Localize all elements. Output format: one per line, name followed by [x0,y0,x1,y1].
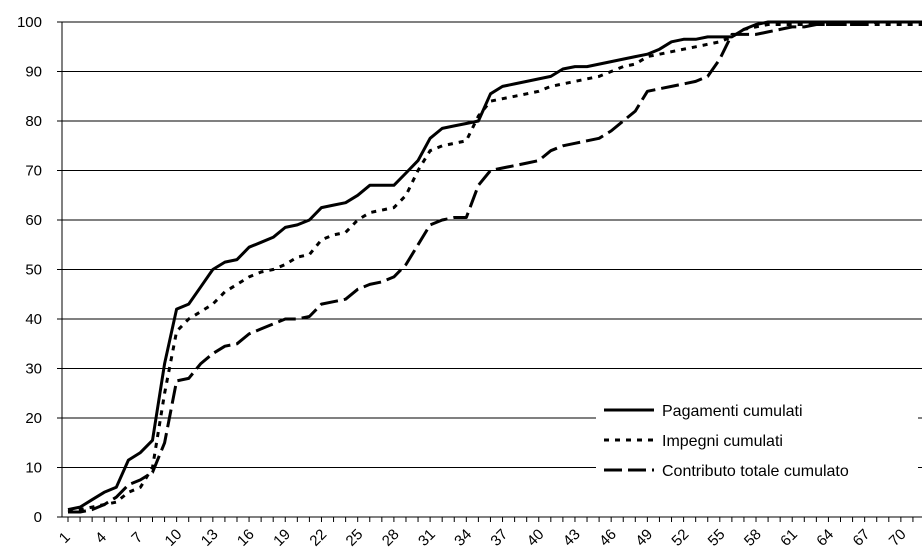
legend-box [596,397,918,490]
series-lines [67,20,922,514]
y-tick-label: 50 [25,262,42,279]
x-tick-label: 40 [524,526,548,550]
x-tick-label: 70 [886,526,910,550]
x-tick-label: 25 [343,526,367,550]
x-tick-label: 34 [451,526,475,550]
legend-label: Impegni cumulati [662,433,783,450]
series-line-3 [68,20,922,514]
x-tick-label: 22 [306,526,330,550]
x-tick-label: 7 [128,529,146,547]
x-tick-labels: 1 4 7 10 13 16 19 22 25 28 31 34 37 40 43 46 49 52 55 58 61 6… [56,526,910,550]
x-tick-label: 46 [596,526,620,550]
y-tick-label: 0 [34,509,42,526]
y-tick-label: 30 [25,361,42,378]
x-tick-label: 52 [668,526,692,550]
series-line-1 [67,20,922,512]
x-tick-label: 19 [270,526,294,550]
y-tick-label: 40 [25,311,42,328]
legend: Pagamenti cumulati Impegni cumulati Contri… [596,397,918,490]
y-tick-label: 20 [25,410,42,427]
y-tick-label: 80 [25,113,42,130]
axes [57,21,922,522]
x-tick-label: 49 [632,526,656,550]
y-tick-label: 70 [25,163,42,180]
x-tick-label: 4 [92,529,110,547]
x-tick-label: 58 [741,526,765,550]
legend-label: Pagamenti cumulati [662,403,803,420]
y-tick-label: 60 [25,212,42,229]
x-tick-label: 55 [705,526,729,550]
x-tick-label: 1 [56,529,74,547]
x-tick-label: 10 [162,526,186,550]
x-tick-label: 37 [487,526,511,550]
x-tick-label: 13 [198,526,222,550]
y-tick-labels: 0 10 20 30 40 50 60 70 80 90 100 [17,14,42,526]
x-tick-label: 28 [379,526,403,550]
legend-label: Contributo totale cumulato [662,463,849,480]
x-tick-label: 31 [415,526,439,550]
x-tick-label: 43 [560,526,584,550]
y-tick-label: 90 [25,64,42,81]
x-tick-label: 67 [850,526,874,550]
y-tick-label: 100 [17,14,42,31]
x-tick-label: 16 [234,526,258,550]
x-tick-label: 64 [813,526,837,550]
y-tick-label: 10 [25,460,42,477]
x-tick-label: 61 [777,526,801,550]
